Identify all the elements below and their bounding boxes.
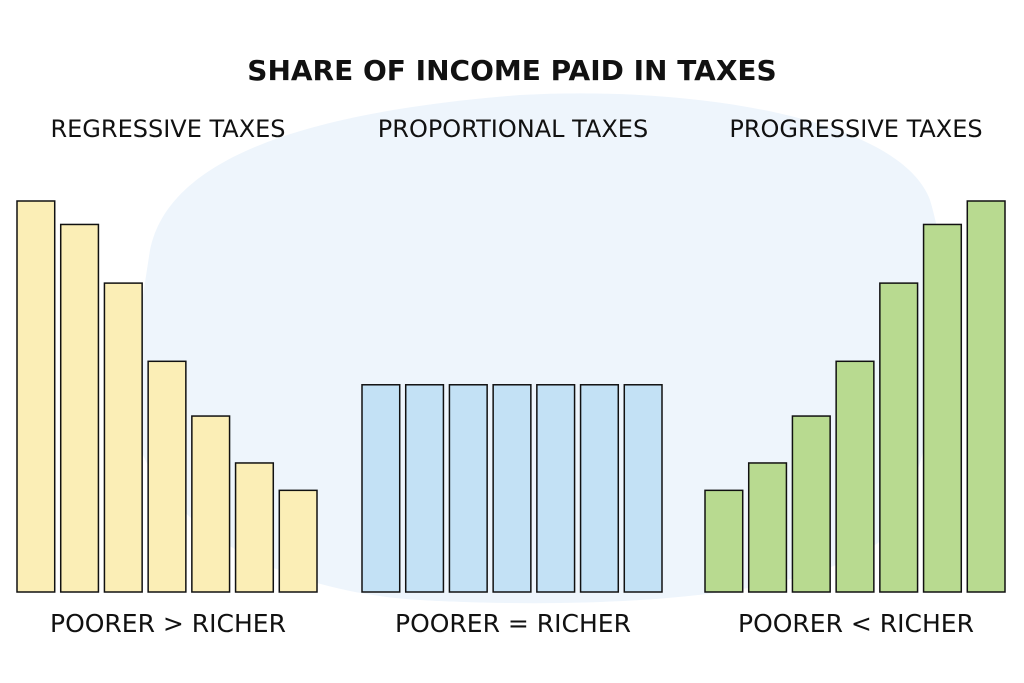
bar [103, 282, 143, 593]
bar [147, 360, 187, 593]
bar [791, 415, 831, 593]
bar [234, 462, 275, 593]
x-axis-label: POORER = RICHER [395, 609, 631, 638]
bar [404, 384, 445, 593]
x-axis-label: POORER > RICHER [50, 609, 286, 638]
bar [879, 282, 919, 593]
page-title: SHARE OF INCOME PAID IN TAXES [247, 54, 776, 87]
bar [704, 489, 744, 593]
chart-title: PROGRESSIVE TAXES [729, 115, 982, 143]
bar [579, 384, 620, 593]
bar [191, 415, 231, 593]
bar [536, 384, 576, 593]
background-blob [129, 93, 945, 604]
bar [747, 462, 788, 593]
bar [922, 223, 963, 593]
x-axis-label: POORER < RICHER [738, 609, 974, 638]
bar [16, 200, 56, 593]
bar [278, 489, 318, 593]
chart-title: REGRESSIVE TAXES [50, 115, 285, 143]
chart-title: PROPORTIONAL TAXES [378, 115, 648, 143]
bar [361, 384, 401, 593]
bar [59, 223, 100, 593]
bar [623, 384, 663, 593]
bar [966, 200, 1006, 593]
bar [492, 384, 532, 593]
bar [448, 384, 488, 593]
bar [835, 360, 875, 593]
